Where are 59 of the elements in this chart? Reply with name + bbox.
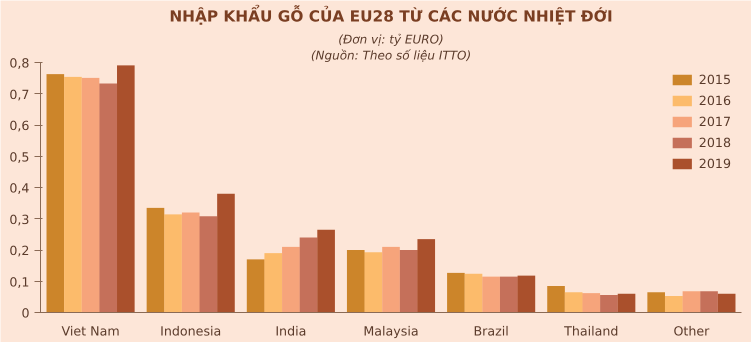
- legend-label: 2019: [698, 156, 731, 171]
- bar: [400, 250, 418, 312]
- y-tick-label: 0,1: [9, 274, 30, 290]
- bar: [500, 276, 518, 312]
- bar: [582, 293, 600, 312]
- bar: [200, 216, 218, 312]
- y-tick-label: 0,8: [9, 56, 30, 70]
- x-tick-label: Indonesia: [160, 324, 222, 338]
- bar: [464, 274, 482, 312]
- y-tick-label: 0: [21, 306, 30, 320]
- legend-label: 2018: [698, 135, 731, 150]
- bar: [146, 208, 164, 312]
- bar: [82, 78, 100, 312]
- bar: [164, 214, 182, 312]
- bar: [518, 276, 536, 312]
- y-tick-label: 0,2: [9, 243, 30, 258]
- bar: [482, 276, 500, 312]
- bar: [682, 291, 700, 312]
- y-tick-label: 0,3: [9, 212, 30, 227]
- bar: [547, 286, 565, 312]
- bar: [99, 83, 118, 312]
- bar: [564, 292, 582, 312]
- bar: [64, 76, 82, 312]
- legend-label: 2015: [698, 72, 731, 87]
- x-tick-label: India: [275, 324, 306, 338]
- bar: [618, 294, 636, 312]
- bar: [300, 238, 318, 312]
- x-tick-label: Brazil: [473, 324, 509, 338]
- legend-label: 2016: [698, 93, 731, 108]
- x-tick-label: Viet Nam: [61, 324, 120, 338]
- bar: [382, 246, 400, 312]
- bar: [718, 294, 736, 312]
- bar: [664, 296, 683, 312]
- bar: [700, 291, 718, 312]
- y-tick-label: 0,6: [9, 118, 30, 133]
- x-tick-label: Thailand: [563, 324, 618, 338]
- bar: [46, 74, 64, 312]
- y-tick-label: 0,4: [9, 180, 30, 196]
- y-tick-label: 0,5: [9, 149, 30, 164]
- bar: [282, 246, 300, 312]
- bar: [600, 295, 618, 312]
- bar: [417, 239, 436, 312]
- bar: [364, 252, 382, 312]
- bar: [117, 65, 135, 312]
- legend-label: 2017: [698, 114, 731, 129]
- bar: [317, 230, 335, 312]
- y-tick-label: 0,7: [9, 86, 30, 102]
- bar: [346, 250, 365, 312]
- bar: [447, 272, 465, 312]
- bar: [182, 212, 200, 312]
- chart-title: NHẬP KHẨU GỖ CỦA EU28 TỪ CÁC NƯỚC NHIỆT ĐỚI: [169, 4, 613, 26]
- bar: [246, 259, 264, 312]
- bar: [217, 194, 235, 312]
- x-tick-label: Malaysia: [363, 324, 419, 338]
- bar: [647, 292, 665, 312]
- bar: [264, 253, 282, 312]
- chart-subtitle: (Đơn vị: tỷ EURO): [338, 32, 444, 46]
- x-tick-label: Other: [673, 324, 710, 338]
- text: (Nguồn: Theo số liệu ITTO): [310, 48, 472, 62]
